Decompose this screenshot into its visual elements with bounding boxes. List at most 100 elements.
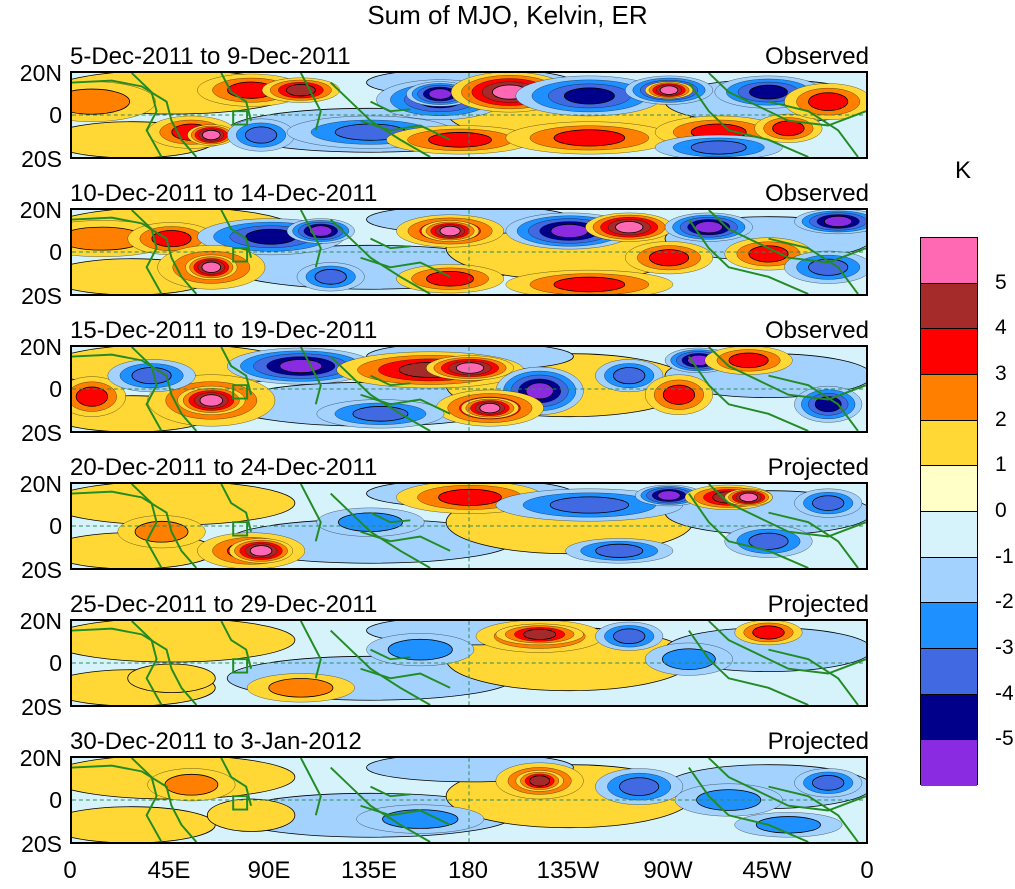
panel-status-5: Projected bbox=[767, 591, 869, 618]
coastline-9 bbox=[688, 493, 809, 568]
lat-label-3-2: 0 bbox=[49, 376, 62, 402]
coastline-8 bbox=[708, 621, 866, 675]
coastline-2 bbox=[130, 73, 163, 157]
lat-label-2-3: 20S bbox=[21, 283, 62, 309]
anomaly-contour-p6-7-2 bbox=[812, 775, 845, 791]
colorbar-label-4: 2 bbox=[995, 407, 1007, 431]
coastline-10 bbox=[768, 374, 859, 431]
colorbar-segment-3 bbox=[921, 329, 977, 375]
anomaly-contour-p2-13-2 bbox=[426, 270, 475, 287]
coastline-6 bbox=[360, 393, 451, 415]
colorbar-segment-5 bbox=[921, 420, 977, 467]
colorbar-segment-2 bbox=[921, 283, 977, 330]
coastline-8 bbox=[708, 758, 866, 812]
anomaly-contour-p2-15-2 bbox=[648, 249, 690, 267]
coastline-2 bbox=[130, 210, 163, 294]
colorbar-segment-1 bbox=[921, 238, 977, 284]
map-panel-6 bbox=[70, 756, 868, 844]
lat-label-3-1: 20N bbox=[19, 334, 62, 360]
anomaly-contour-p3-0-2 bbox=[75, 386, 109, 407]
lon-label-3: 90E bbox=[247, 857, 291, 884]
coastline-9 bbox=[688, 767, 809, 842]
colorbar-label-9: -3 bbox=[995, 636, 1014, 659]
anomaly-contour-p4-10-1 bbox=[134, 520, 189, 543]
coastline-4 bbox=[299, 758, 322, 816]
coastline-7 bbox=[370, 237, 411, 250]
coastline-9 bbox=[688, 82, 809, 157]
lat-label-2-2: 0 bbox=[49, 239, 62, 265]
coastline-3 bbox=[220, 347, 253, 395]
lat-label-1-2: 0 bbox=[49, 102, 62, 128]
lat-label-5-3: 20S bbox=[21, 694, 62, 720]
anomaly-contour-p1-8-4 bbox=[659, 85, 679, 95]
coastline-4 bbox=[299, 621, 322, 679]
lat-label-2-1: 20N bbox=[19, 197, 62, 223]
anomaly-contour-p6-1-3 bbox=[529, 775, 551, 787]
coastline-4 bbox=[299, 347, 322, 405]
lon-label-2: 45E bbox=[147, 857, 191, 884]
anomaly-contour-p5-3-2 bbox=[613, 628, 646, 645]
coastline-6 bbox=[360, 530, 451, 552]
anomaly-contour-p5-1-3 bbox=[523, 628, 557, 640]
coastline-5 bbox=[329, 81, 431, 157]
lon-label-9: 0 bbox=[860, 857, 874, 884]
index-region-box bbox=[232, 658, 249, 674]
anomaly-contour-p3-2-4 bbox=[199, 394, 223, 407]
coastline-5 bbox=[329, 629, 431, 705]
coastline-1 bbox=[72, 764, 198, 842]
coastline-3 bbox=[220, 621, 253, 669]
anomaly-contour-p5-6-1 bbox=[662, 648, 716, 670]
coastline-1 bbox=[72, 627, 198, 705]
anomaly-contour-p2-16-2 bbox=[748, 245, 789, 263]
anomaly-contour-p2-3-4 bbox=[309, 225, 333, 237]
coastline-8 bbox=[708, 484, 866, 538]
colorbar-label-2: 4 bbox=[995, 316, 1007, 340]
coastline-1 bbox=[72, 216, 198, 294]
anomaly-contour-p2-6-4 bbox=[550, 224, 589, 238]
coastline-6 bbox=[360, 804, 451, 826]
coastline-6 bbox=[360, 119, 451, 141]
anomaly-contour-p1-9-3 bbox=[749, 84, 788, 100]
coastline-5 bbox=[329, 355, 431, 431]
panel-date-3: 15-Dec-2011 to 19-Dec-2011 bbox=[70, 317, 378, 344]
anomaly-contour-p5-4-2 bbox=[752, 625, 785, 640]
coastline-8 bbox=[708, 73, 866, 127]
coastline-9 bbox=[688, 630, 809, 705]
lat-label-4-1: 20N bbox=[19, 471, 62, 497]
colorbar-segment-7 bbox=[921, 511, 977, 558]
colorbar-unit: K bbox=[955, 157, 972, 184]
map-panel-2 bbox=[70, 208, 868, 296]
colorbar-label-1: 5 bbox=[995, 270, 1007, 294]
colorbar-segment-4 bbox=[921, 374, 977, 421]
coastline-5 bbox=[329, 492, 431, 568]
lon-label-8: 45W bbox=[742, 857, 792, 884]
anomaly-contour-p2-12-2 bbox=[314, 269, 347, 285]
anomaly-contour-p2-17-2 bbox=[808, 258, 849, 276]
anomaly-contour-p3-8-4 bbox=[479, 402, 501, 414]
coastline-9 bbox=[688, 356, 809, 431]
colorbar bbox=[920, 237, 978, 786]
anomaly-contour-p4-2-2 bbox=[438, 488, 502, 506]
index-region-box bbox=[232, 110, 249, 126]
coastline-6 bbox=[360, 256, 451, 278]
colorbar-segment-12 bbox=[921, 740, 977, 786]
colorbar-label-8: -2 bbox=[995, 590, 1014, 614]
panel-status-3: Observed bbox=[764, 317, 869, 344]
lat-label-6-3: 20S bbox=[21, 831, 62, 857]
coastline-8 bbox=[708, 210, 866, 264]
anomaly-contour-p4-8-2 bbox=[595, 543, 644, 558]
coastline-7 bbox=[370, 100, 411, 113]
colorbar-segment-11 bbox=[921, 694, 977, 741]
coastline-6 bbox=[360, 667, 451, 689]
lat-label-6-2: 0 bbox=[49, 787, 62, 813]
anomaly-contour-p2-9-4 bbox=[824, 215, 853, 228]
lon-label-4: 135E bbox=[340, 857, 398, 884]
coastline-3 bbox=[220, 484, 253, 532]
coastline-5 bbox=[329, 766, 431, 842]
colorbar-label-3: 3 bbox=[995, 362, 1007, 385]
lon-label-5: 180 bbox=[447, 857, 489, 884]
panel-date-6: 30-Dec-2011 to 3-Jan-2012 bbox=[70, 728, 362, 755]
anomaly-contour-p1-0-1 bbox=[72, 88, 131, 115]
anomaly-contour-p5-5-1 bbox=[387, 638, 453, 661]
lat-label-1-1: 20N bbox=[19, 60, 62, 86]
